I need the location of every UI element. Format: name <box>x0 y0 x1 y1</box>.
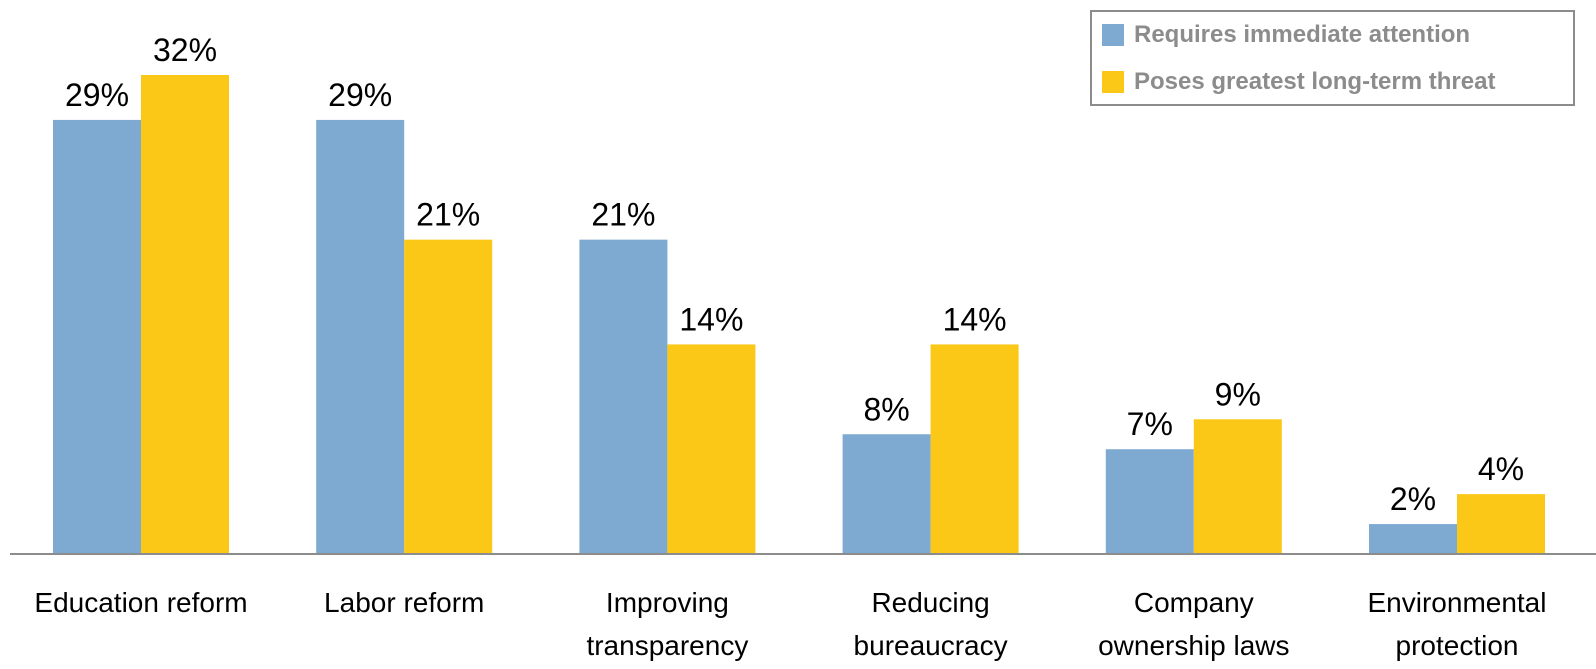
bar-immediate-3 <box>842 434 931 554</box>
bar-immediate-1 <box>316 119 405 554</box>
bar-long-term-2 <box>667 344 756 554</box>
value-label-long-term-0: 32% <box>153 32 217 68</box>
bar-immediate-5 <box>1369 524 1457 554</box>
value-label-immediate-2: 21% <box>591 197 655 233</box>
category-label-0: Education reform <box>34 587 247 618</box>
bar-immediate-4 <box>1105 449 1194 554</box>
bars-group <box>53 75 1545 554</box>
value-label-long-term-5: 4% <box>1478 451 1524 487</box>
category-label-4: Company ownership laws <box>1098 587 1289 661</box>
value-label-immediate-0: 29% <box>65 77 129 113</box>
legend: Requires immediate attention Poses great… <box>1090 10 1575 106</box>
bar-immediate-2 <box>579 239 668 554</box>
value-label-immediate-4: 7% <box>1127 406 1173 442</box>
value-label-long-term-2: 14% <box>679 301 743 337</box>
bar-long-term-5 <box>1457 494 1545 554</box>
legend-swatch-long-term <box>1102 71 1124 93</box>
category-labels-group: Education reform Labor reform Improving tra… <box>34 587 1546 661</box>
category-label-5: Environmental protection <box>1368 587 1547 661</box>
value-label-long-term-4: 9% <box>1215 376 1261 412</box>
bar-long-term-0 <box>141 75 229 554</box>
value-label-immediate-5: 2% <box>1390 481 1436 517</box>
value-label-immediate-1: 29% <box>328 77 392 113</box>
value-label-long-term-3: 14% <box>943 301 1007 337</box>
bar-long-term-3 <box>930 344 1019 554</box>
legend-label-long-term: Poses greatest long-term threat <box>1134 68 1496 95</box>
bar-long-term-4 <box>1193 419 1282 554</box>
legend-item-immediate: Requires immediate attention <box>1102 21 1471 48</box>
category-label-3: Reducing bureaucracy <box>854 587 1008 661</box>
legend-item-long-term: Poses greatest long-term threat <box>1102 68 1496 95</box>
category-label-2: Improving transparency <box>586 587 748 661</box>
legend-label-immediate: Requires immediate attention <box>1134 21 1471 48</box>
bar-immediate-0 <box>53 119 141 554</box>
bar-long-term-1 <box>404 239 493 554</box>
value-label-long-term-1: 21% <box>416 197 480 233</box>
value-label-immediate-3: 8% <box>863 391 909 427</box>
category-label-1: Labor reform <box>324 587 484 618</box>
value-labels-group: 29% 32% 29% 21% 21% 14% 8% 14% 7% 9% 2% 4% <box>65 32 1524 517</box>
legend-swatch-immediate <box>1102 24 1124 46</box>
